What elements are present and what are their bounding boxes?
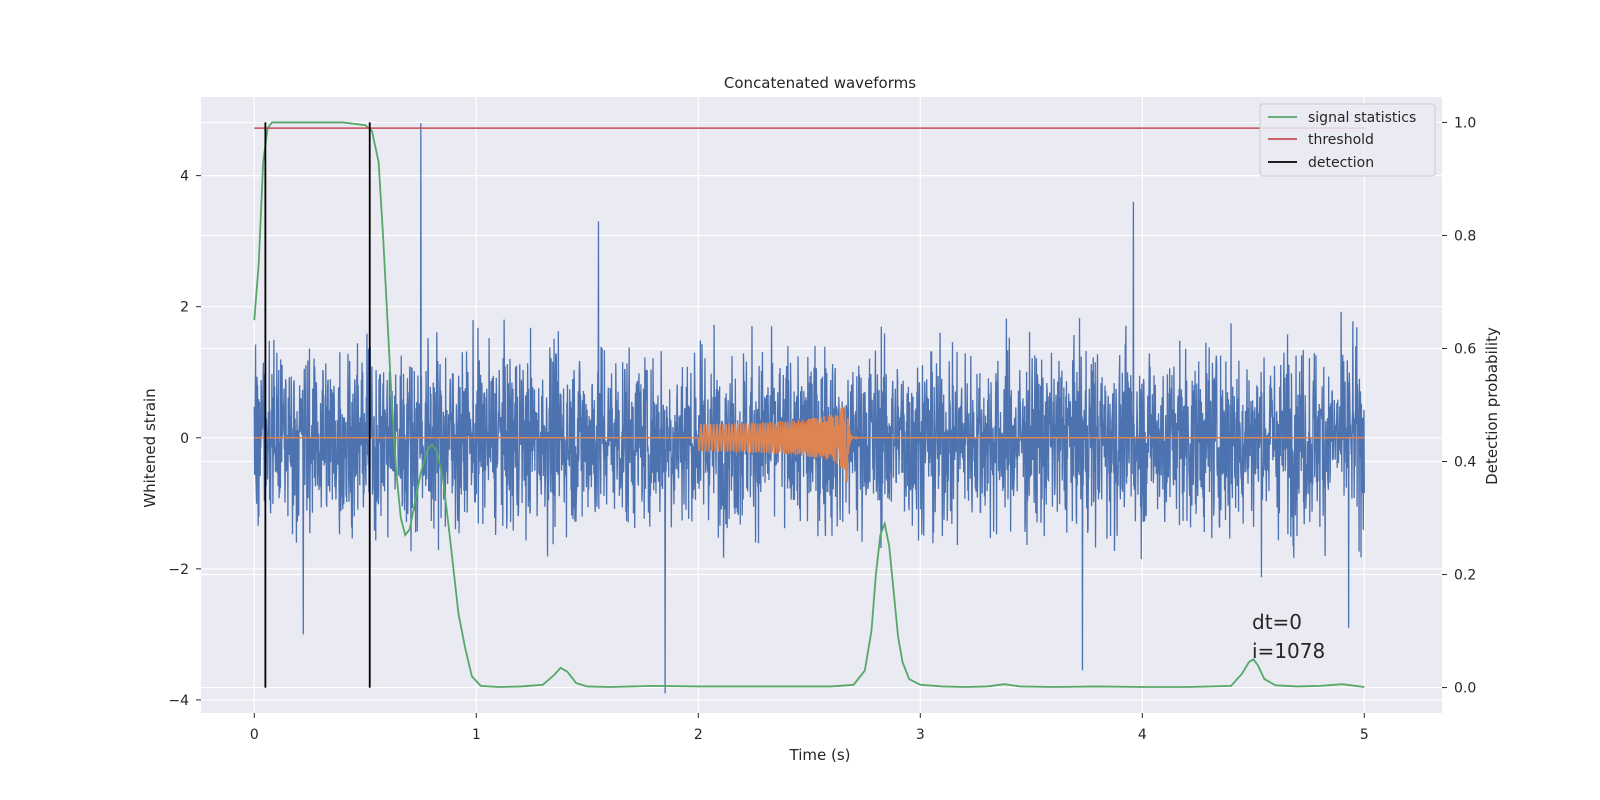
legend-label-threshold: threshold: [1308, 132, 1374, 148]
legend-label-detection: detection: [1308, 155, 1374, 171]
y-axis-label-right: Detection probability: [1483, 327, 1501, 485]
y-tick-label-left: −2: [168, 562, 189, 578]
legend-label-signal-statistics: signal statistics: [1308, 110, 1416, 126]
injected-waveform-line: [254, 405, 1365, 483]
annotation-dt: dt=0: [1252, 610, 1302, 634]
axes: 0 1 2 3 4 5 −4 −2 0 2 4 0.0 0.2 0.4 0.6 0.8 1.0: [168, 115, 1476, 743]
y-tick-label-left: 2: [180, 300, 189, 316]
injected-waveform-series: [254, 405, 1365, 483]
x-tick-label: 2: [694, 727, 703, 743]
y-tick-label-right: 0.6: [1454, 341, 1476, 357]
y-tick-label-right: 0.8: [1454, 228, 1476, 244]
y-tick-label-right: 0.0: [1454, 681, 1476, 697]
legend: signal statistics threshold detection: [1259, 103, 1436, 177]
probability-series: [253, 121, 1365, 688]
signal-statistics-line: [253, 121, 1365, 688]
x-tick-label: 1: [472, 727, 481, 743]
y-tick-label-left: −4: [168, 693, 189, 709]
y-axis-label-left: Whitened strain: [141, 388, 159, 507]
chart-title: Concatenated waveforms: [724, 74, 916, 92]
x-tick-label: 3: [916, 727, 925, 743]
y-tick-label-left: 0: [180, 431, 189, 447]
y-tick-label-right: 1.0: [1454, 115, 1476, 131]
x-tick-label: 0: [250, 727, 259, 743]
x-tick-label: 5: [1360, 727, 1369, 743]
x-tick-label: 4: [1138, 727, 1147, 743]
annotation-index: i=1078: [1252, 639, 1325, 663]
y-tick-label-right: 0.4: [1454, 455, 1476, 471]
x-axis-label: Time (s): [789, 746, 851, 764]
y-tick-label-right: 0.2: [1454, 568, 1476, 584]
y-tick-label-left: 4: [180, 169, 189, 185]
